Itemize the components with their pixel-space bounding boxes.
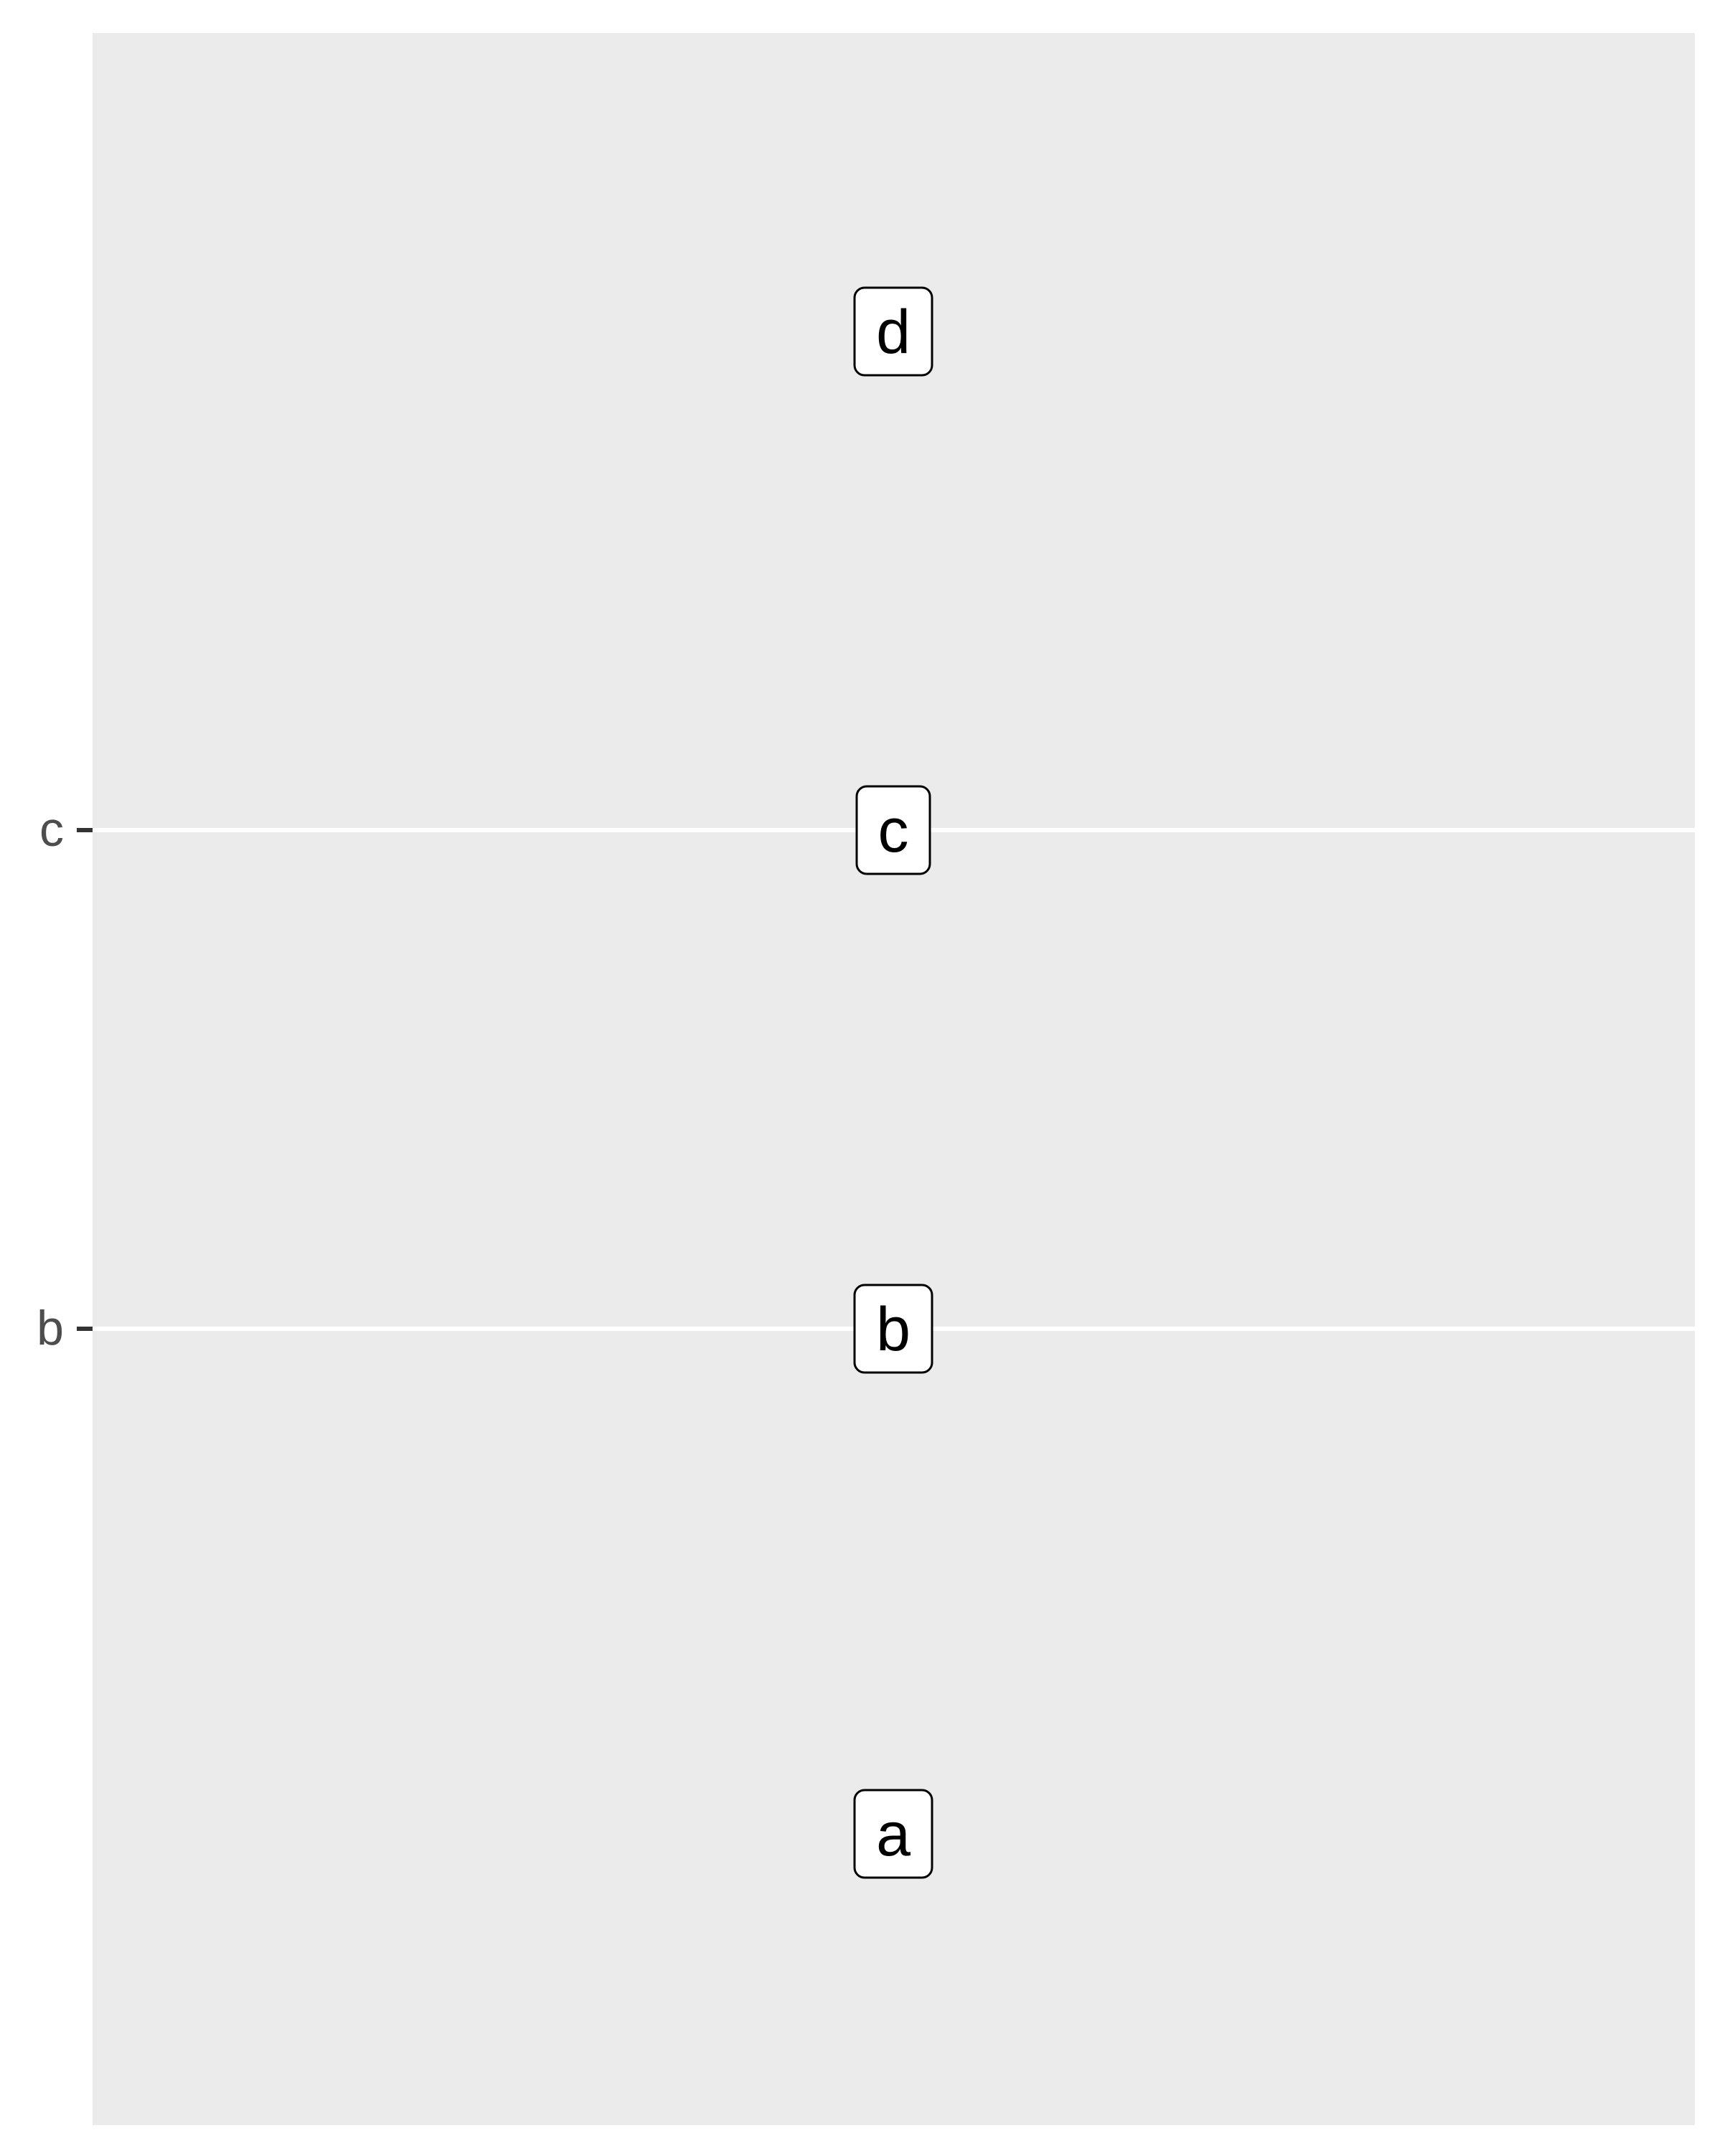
data-label-d: d [853,286,933,377]
label-layer: a b c d [853,286,933,1879]
data-label-box-b [853,1284,933,1374]
data-label-text-b: b [876,1295,911,1364]
data-label-a: a [853,1789,933,1879]
data-label-box-c [855,785,931,875]
data-label-c: c [855,785,931,875]
plot-panel [93,33,1695,2125]
y-axis: bc [37,802,93,1355]
data-label-box-a [853,1789,933,1879]
tick-label-b: b [37,1301,64,1355]
data-label-text-c: c [878,796,909,865]
data-label-text-a: a [876,1800,911,1869]
data-label-box-d [853,286,933,377]
data-label-b: b [853,1284,933,1374]
tick-label-c: c [39,802,64,857]
data-label-text-d: d [876,298,911,367]
